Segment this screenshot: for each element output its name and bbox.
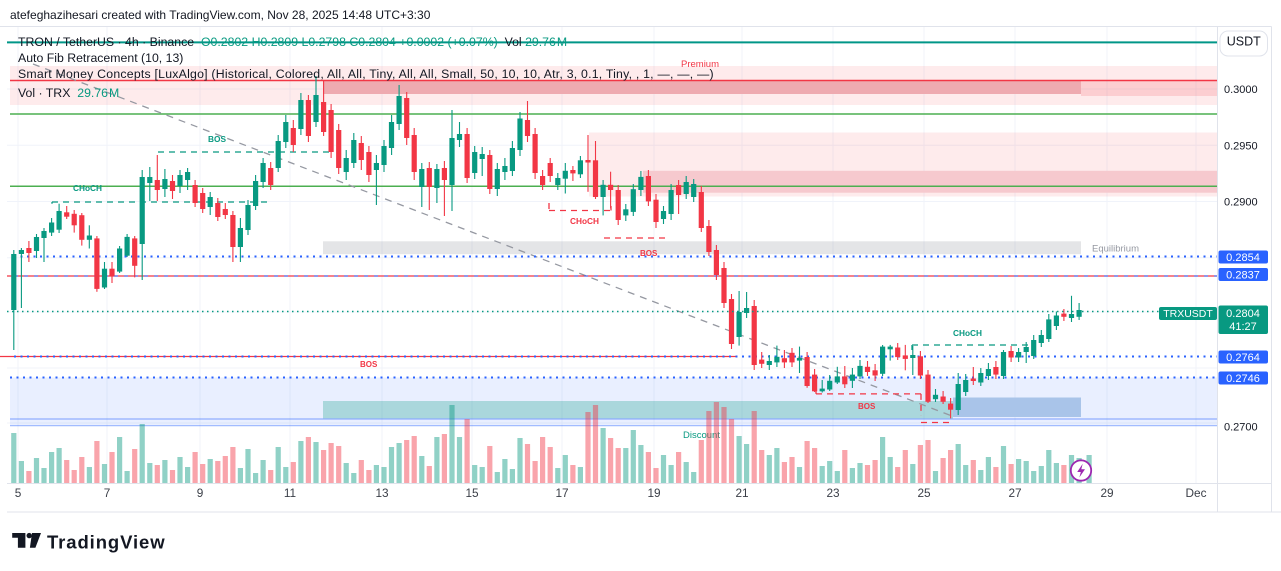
svg-text:27: 27 [1008, 486, 1021, 500]
svg-text:CHoCH: CHoCH [953, 328, 982, 338]
svg-text:0.2900: 0.2900 [1224, 197, 1258, 209]
svg-text:Vol · TRX 29.76 M: Vol · TRX 29.76 M [18, 86, 119, 100]
svg-text:CHoCH: CHoCH [73, 183, 102, 193]
svg-text:BOS: BOS [640, 249, 658, 258]
svg-text:Discount: Discount [683, 430, 720, 441]
svg-text:Smart Money Concepts [LuxAlgo]: Smart Money Concepts [LuxAlgo] (Historic… [18, 67, 714, 81]
svg-text:TRXUSDT: TRXUSDT [1163, 308, 1213, 320]
svg-text:9: 9 [197, 486, 204, 500]
svg-text:0.2854: 0.2854 [1226, 252, 1260, 264]
svg-text:25: 25 [917, 486, 931, 500]
svg-text:BOS: BOS [360, 360, 378, 369]
svg-text:41:27: 41:27 [1229, 321, 1257, 333]
svg-text:0.2804: 0.2804 [1226, 308, 1260, 320]
svg-text:17: 17 [555, 486, 568, 500]
svg-text:USDT: USDT [1227, 35, 1261, 49]
svg-text:21: 21 [735, 486, 748, 500]
svg-text:19: 19 [647, 486, 660, 500]
svg-text:7: 7 [104, 486, 111, 500]
svg-text:29: 29 [1100, 486, 1113, 500]
svg-text:CHoCH: CHoCH [570, 216, 599, 226]
svg-text:Equilibrium: Equilibrium [1092, 244, 1139, 255]
svg-text:23: 23 [826, 486, 840, 500]
svg-text:BOS: BOS [208, 134, 226, 144]
svg-text:atefeghazihesari created with: atefeghazihesari created with TradingVie… [10, 8, 431, 22]
svg-text:0.2950: 0.2950 [1224, 140, 1258, 152]
svg-text:0.2700: 0.2700 [1224, 422, 1258, 434]
svg-text:5: 5 [15, 486, 22, 500]
svg-text:0.3000: 0.3000 [1224, 84, 1258, 96]
svg-text:0.2746: 0.2746 [1226, 373, 1260, 385]
svg-text:15: 15 [465, 486, 479, 500]
svg-text:0.2837: 0.2837 [1226, 270, 1260, 282]
svg-text:Auto Fib Retracement (10, 13): Auto Fib Retracement (10, 13) [18, 51, 183, 65]
svg-text:13: 13 [375, 486, 389, 500]
svg-text:TradingView: TradingView [47, 532, 166, 553]
svg-text:0.2764: 0.2764 [1226, 352, 1260, 364]
svg-text:TRON / TetherUS · 4h · Binance: TRON / TetherUS · 4h · Binance O0.2802 H… [18, 35, 567, 49]
svg-text:Dec: Dec [1186, 486, 1207, 500]
svg-text:Premium: Premium [681, 59, 719, 70]
svg-text:BOS: BOS [858, 402, 876, 411]
svg-text:11: 11 [284, 486, 296, 500]
